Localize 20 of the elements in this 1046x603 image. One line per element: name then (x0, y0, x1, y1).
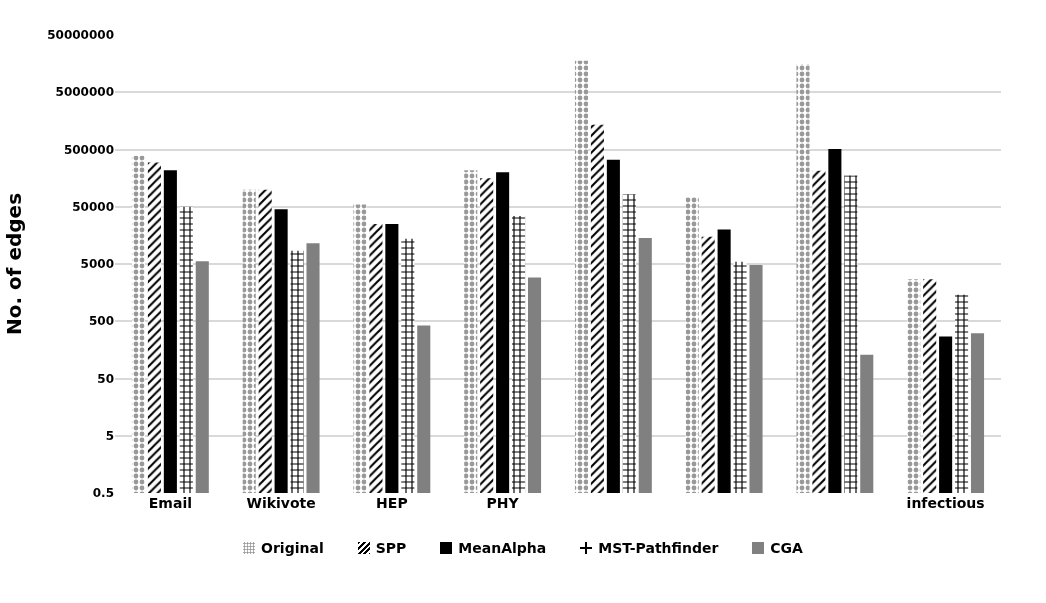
x-tick-label: infectious (906, 495, 985, 511)
y-tick-label: 0.5 (92, 486, 114, 501)
y-tick-label: 500000 (63, 142, 114, 157)
x-tick-label: Wikivote (246, 495, 316, 511)
x-tick-label: PHY (486, 495, 520, 511)
legend-label: CGA (770, 540, 803, 556)
y-axis-title: No. of edges (1, 192, 26, 336)
y-tick-label: 50000000 (47, 28, 114, 43)
legend-label: Original (261, 540, 324, 556)
x-tick-label: HEP (376, 495, 408, 511)
y-tick-label: 5000000 (55, 85, 114, 100)
legend-label: SPP (375, 540, 407, 556)
y-tick-label: 50000 (72, 199, 114, 214)
x-tick-label: Email (148, 495, 192, 511)
y-tick-label: 5000 (80, 257, 114, 272)
y-tick-label: 500 (88, 314, 114, 329)
y-tick-label: 50 (97, 371, 114, 386)
legend-label: MeanAlpha (458, 540, 547, 556)
legend-label: MST-Pathfinder (598, 540, 719, 556)
y-tick-label: 5 (105, 428, 114, 443)
